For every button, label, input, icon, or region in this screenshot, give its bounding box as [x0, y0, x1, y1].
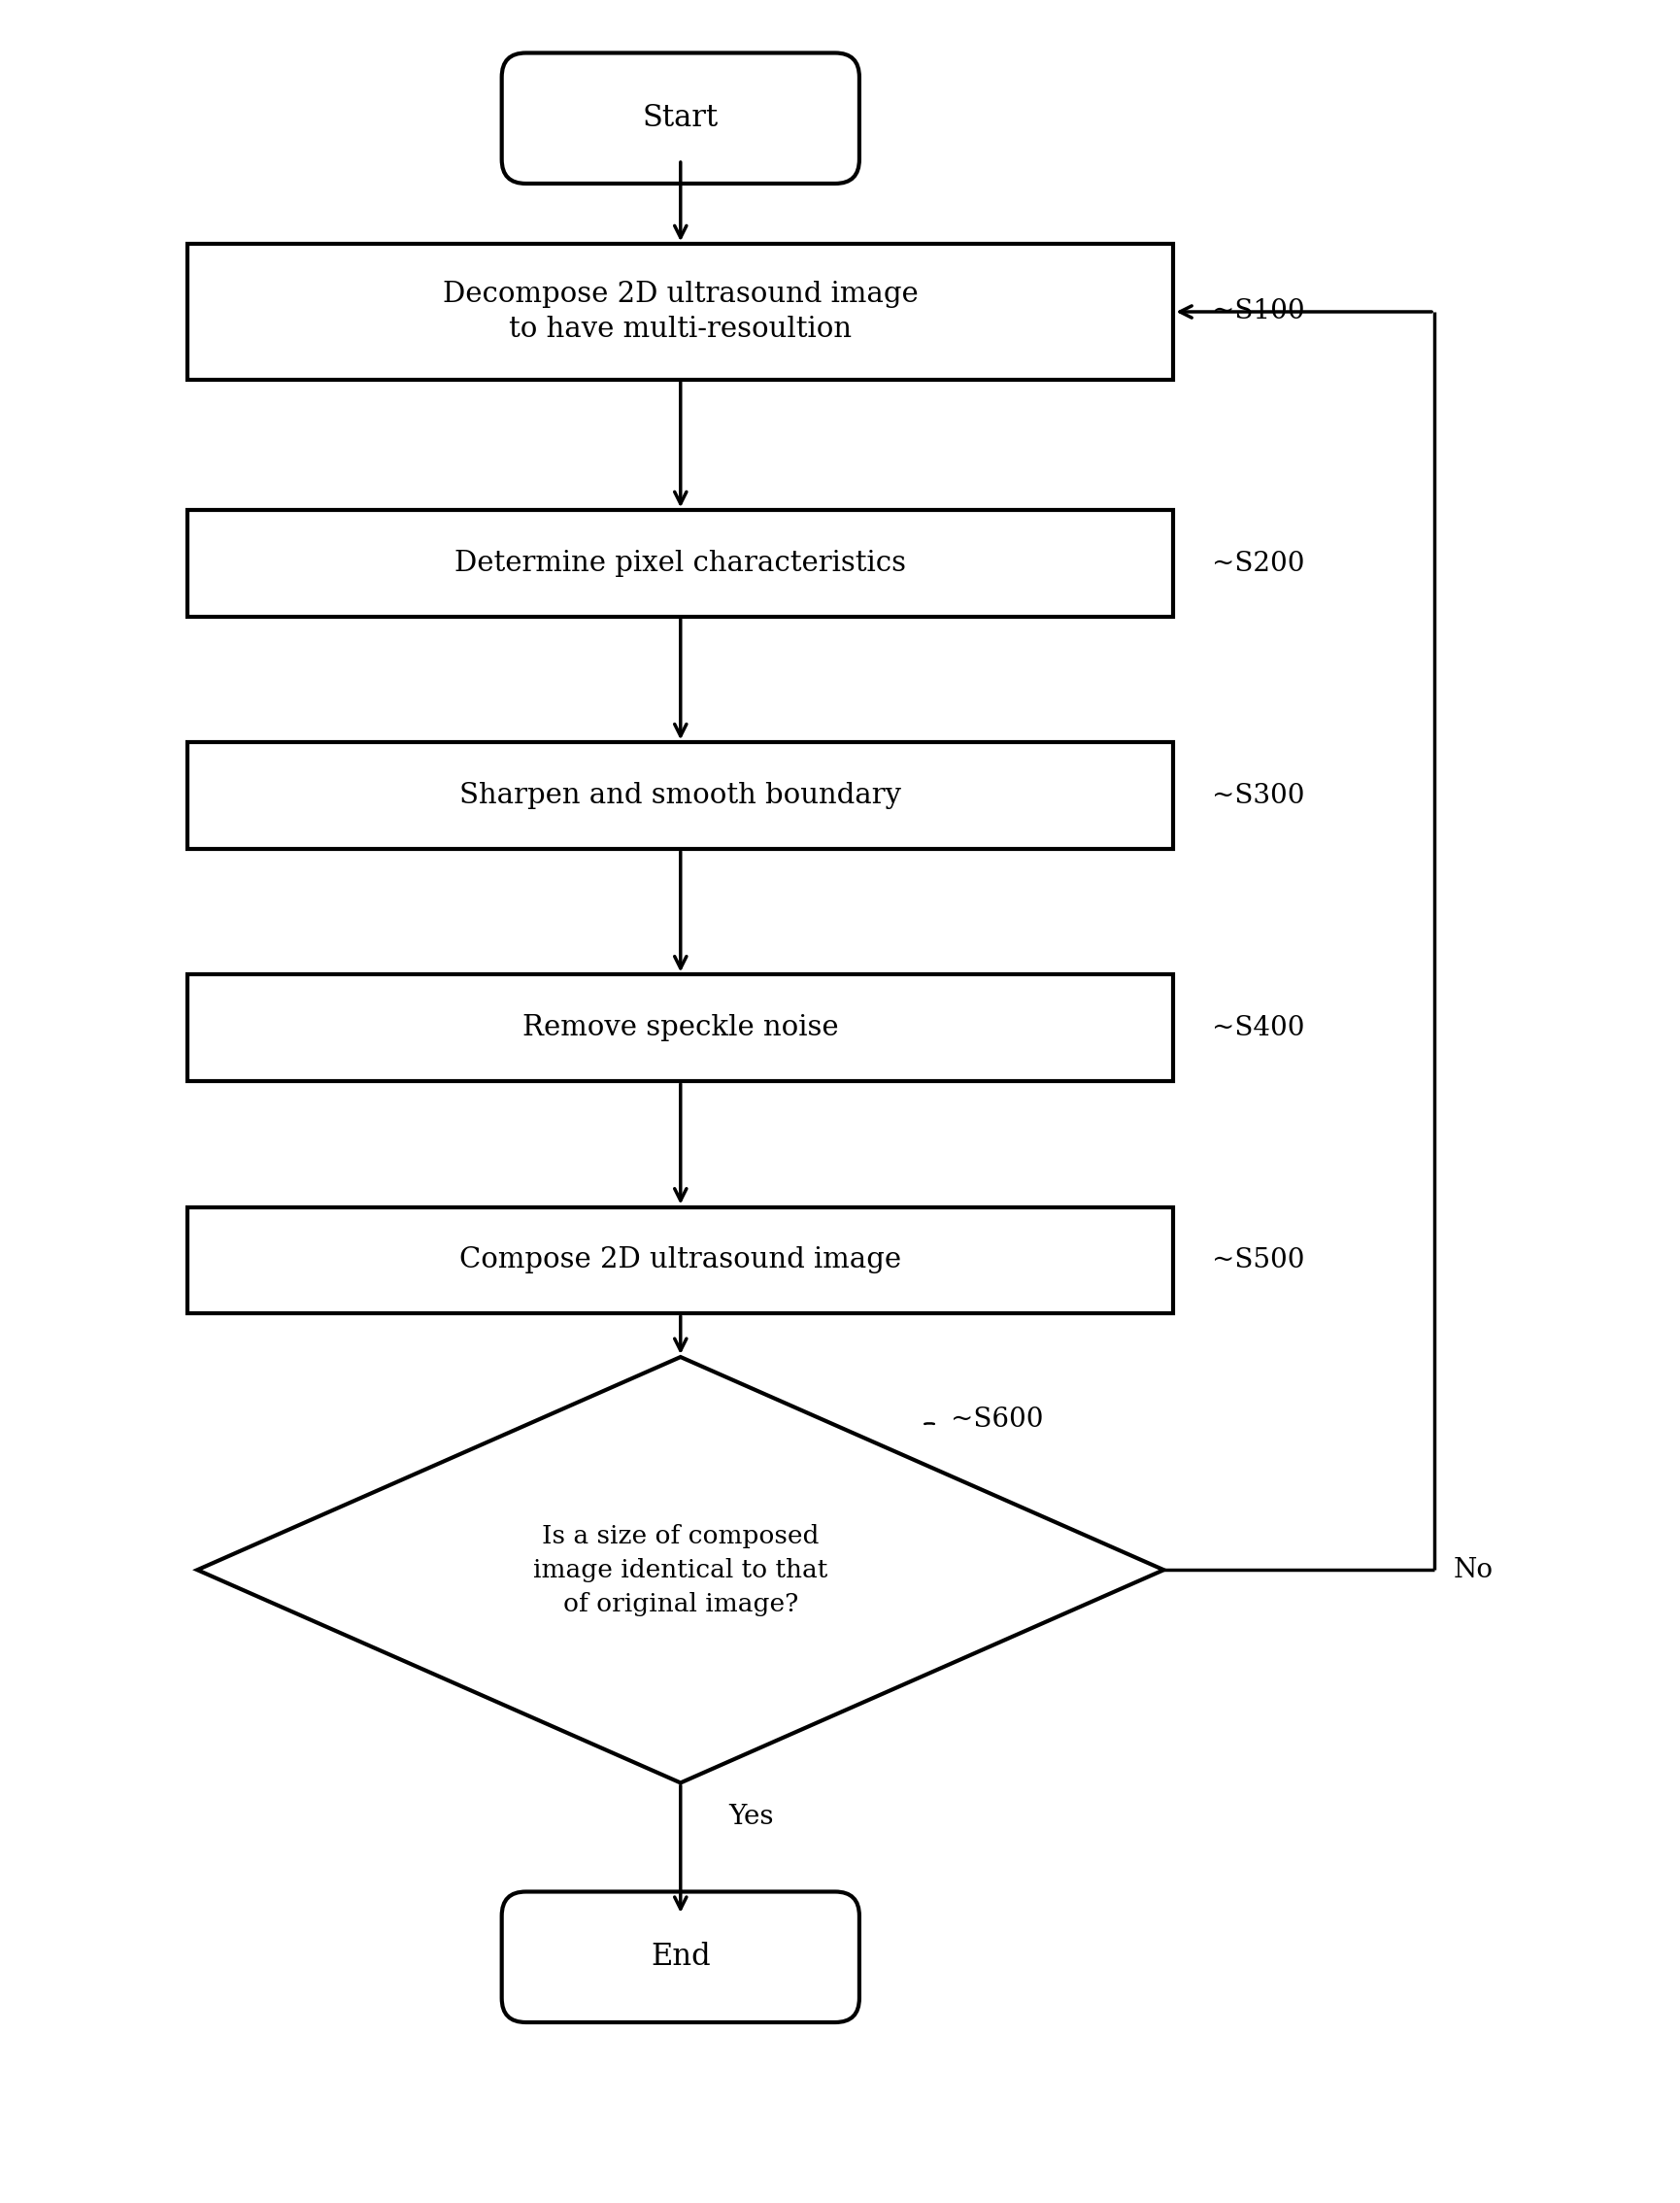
Text: Determine pixel characteristics: Determine pixel characteristics	[455, 551, 906, 577]
Bar	[188, 974, 1173, 1082]
Bar	[188, 1207, 1173, 1313]
Bar	[188, 245, 1173, 379]
Text: Is a size of composed
image identical to that
of original image?: Is a size of composed image identical to…	[533, 1524, 828, 1617]
Text: Start: Start	[643, 104, 719, 134]
Text: Remove speckle noise: Remove speckle noise	[522, 1013, 838, 1042]
Text: ~S300: ~S300	[1211, 782, 1305, 809]
Text: End: End	[650, 1943, 711, 1972]
Text: No: No	[1453, 1558, 1494, 1584]
Text: ~S400: ~S400	[1211, 1016, 1305, 1042]
Bar	[188, 511, 1173, 617]
Text: Decompose 2D ultrasound image
to have multi-resoultion: Decompose 2D ultrasound image to have mu…	[444, 280, 919, 344]
Text: Compose 2D ultrasound image: Compose 2D ultrasound image	[460, 1247, 902, 1273]
Text: Yes: Yes	[729, 1804, 774, 1831]
Text: Sharpen and smooth boundary: Sharpen and smooth boundary	[460, 782, 902, 809]
Text: ~S500: ~S500	[1211, 1247, 1305, 1273]
Text: ~S200: ~S200	[1211, 551, 1305, 577]
Bar	[188, 742, 1173, 848]
FancyBboxPatch shape	[502, 1892, 860, 2022]
Text: ~S600: ~S600	[951, 1408, 1043, 1432]
Text: ~S100: ~S100	[1211, 300, 1305, 324]
Polygon shape	[197, 1357, 1164, 1782]
FancyBboxPatch shape	[502, 53, 860, 183]
